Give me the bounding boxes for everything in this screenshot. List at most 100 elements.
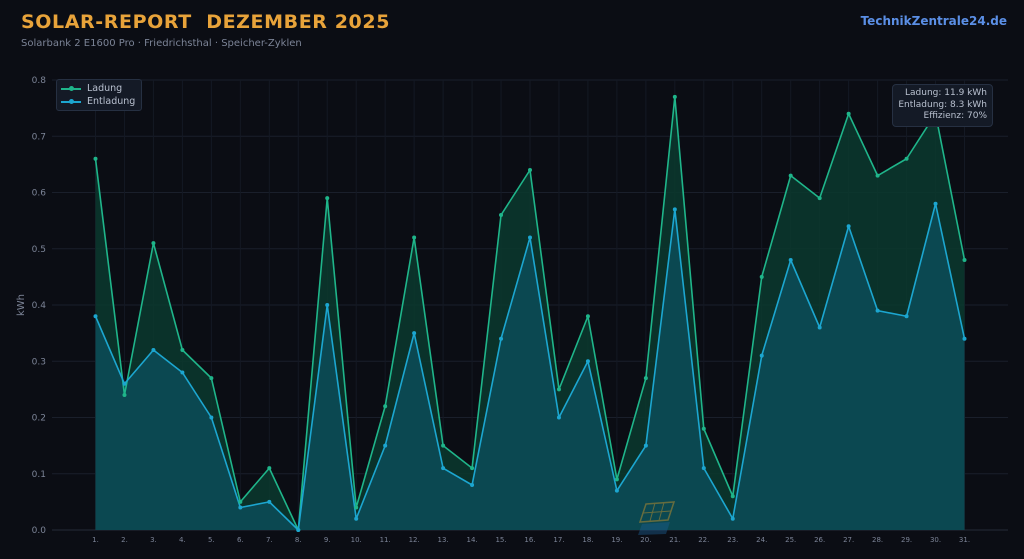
legend-item-discharge: Entladung [61,95,135,108]
point-charge-26 [817,196,822,201]
x-tick-label-3: 4. [179,536,186,544]
point-discharge-20 [643,443,648,448]
point-charge-31 [962,258,967,262]
point-charge-28 [875,173,880,178]
point-discharge-12 [412,331,417,336]
point-charge-13 [441,443,446,448]
point-charge-21 [672,94,677,99]
legend-label-discharge: Entladung [87,96,136,107]
x-tick-label-8: 9. [324,536,331,544]
point-charge-7 [267,466,272,471]
point-discharge-8 [296,528,301,532]
x-tick-label-24: 25. [785,536,796,544]
y-tick-label-3: 0.3 [32,357,46,367]
x-tick-label-26: 27. [843,536,854,544]
point-charge-6 [238,499,243,504]
point-discharge-14 [470,483,475,487]
point-charge-3 [151,241,156,246]
point-discharge-30 [933,201,938,206]
x-tick-label-29: 30. [930,536,941,544]
point-discharge-9 [325,303,330,307]
x-tick-label-16: 17. [553,536,564,544]
stats-efficiency: Effizienz: 70% [923,111,987,121]
y-tick-label-5: 0.5 [32,245,46,255]
point-charge-22 [701,426,706,431]
point-discharge-17 [556,415,561,420]
point-discharge-18 [585,359,590,364]
x-tick-label-14: 15. [495,536,506,544]
x-tick-label-11: 12. [409,536,420,544]
stats-charge: Ladung: 11.9 kWh [905,88,987,98]
y-axis-label: kWh [16,294,27,316]
point-charge-1 [93,156,98,161]
x-tick-label-6: 7. [266,536,273,544]
x-tick-label-19: 20. [640,536,651,544]
x-tick-label-25: 26. [814,536,825,544]
y-tick-label-8: 0.8 [32,76,47,86]
point-discharge-21 [672,207,677,212]
point-discharge-5 [209,415,214,420]
x-tick-label-0: 1. [92,536,99,544]
y-tick-label-2: 0.2 [32,414,46,424]
chart-legend: Ladung Entladung [56,79,143,111]
point-discharge-16 [528,235,532,240]
point-charge-14 [470,466,475,471]
x-tick-label-23: 24. [756,536,767,544]
point-charge-12 [412,235,417,240]
page-title: SOLAR-REPORT DEZEMBER 2025 [21,11,391,33]
point-discharge-31 [962,336,967,341]
point-discharge-4 [180,370,185,375]
point-discharge-11 [383,443,388,448]
point-charge-16 [528,168,532,172]
point-discharge-25 [788,258,793,262]
point-discharge-19 [614,488,619,493]
legend-swatch-charge [61,85,81,91]
point-discharge-27 [846,224,851,229]
legend-label-charge: Ladung [87,83,123,94]
legend-swatch-discharge [61,98,81,104]
point-discharge-6 [238,505,243,510]
point-charge-27 [846,111,851,116]
x-axis-ticks: 1. 2. 3. 4. 5. 6. 7. 8. 9. 10. 11. 12. 13. 14. 15. 16. 1… [92,536,970,544]
x-tick-label-28: 29. [901,536,912,544]
x-tick-label-12: 13. [438,536,449,544]
point-charge-25 [788,173,793,178]
solar-panel-icon [638,501,676,535]
point-charge-20 [643,376,648,381]
x-tick-label-7: 8. [295,536,302,544]
point-discharge-2 [122,381,127,386]
point-discharge-22 [701,466,706,471]
y-tick-label-1: 0.1 [32,470,46,480]
x-tick-label-10: 11. [380,536,391,544]
x-tick-label-15: 16. [524,536,535,544]
point-charge-2 [122,393,127,397]
point-discharge-10 [354,516,359,521]
y-tick-label-0: 0.0 [32,526,47,536]
point-charge-5 [209,376,214,381]
point-discharge-7 [267,499,272,504]
x-tick-label-27: 28. [872,536,883,544]
x-tick-label-22: 23. [727,536,738,544]
x-tick-label-4: 5. [208,536,215,544]
brand-link[interactable]: TechnikZentrale24.de [860,14,1007,28]
point-charge-18 [585,314,590,319]
page-subtitle: Solarbank 2 E1600 Pro · Friedrichsthal ·… [21,38,302,49]
x-tick-label-13: 14. [466,536,477,544]
stats-box: Ladung: 11.9 kWh Entladung: 8.3 kWh Effi… [892,84,993,127]
stats-discharge: Entladung: 8.3 kWh [898,99,987,110]
point-discharge-1 [93,314,98,319]
y-axis-ticks: 0.0 0.1 0.2 0.3 0.4 0.5 0.6 0.7 0.8 [32,76,47,536]
x-tick-label-2: 3. [150,536,157,544]
point-charge-23 [730,494,735,499]
point-discharge-28 [875,308,880,313]
point-discharge-3 [151,348,156,352]
x-tick-label-1: 2. [121,536,128,544]
point-discharge-26 [817,325,822,330]
x-tick-label-5: 6. [237,536,244,544]
point-charge-19 [614,477,619,482]
point-charge-10 [354,505,359,510]
point-charge-11 [383,404,388,409]
point-discharge-23 [730,516,735,521]
x-tick-label-20: 21. [669,536,680,544]
